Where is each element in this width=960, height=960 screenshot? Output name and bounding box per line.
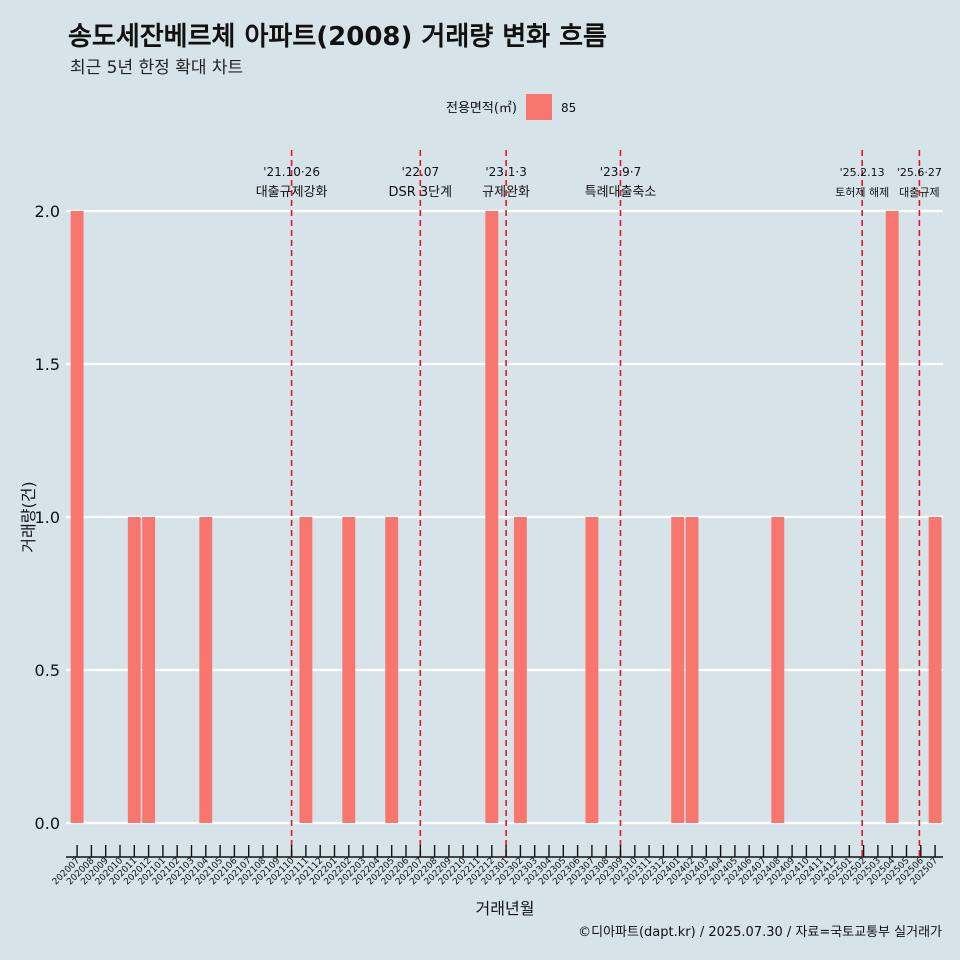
x-axis: 2020072020082020092020102020112020122021… [51, 845, 943, 887]
y-tick-label: 0.5 [35, 661, 60, 680]
bar [385, 517, 399, 823]
event-date: '25.2.13 [840, 166, 885, 179]
bar [513, 517, 527, 823]
legend-swatch [526, 94, 552, 120]
event-annotations: '21.10·26 대출규제강화 '22.07 DSR 3단계 '23.1·3 규제완화 '… [256, 150, 942, 857]
y-tick-label: 1.0 [35, 508, 60, 527]
bar [671, 517, 685, 823]
caption: ©디아파트(dapt.kr) / 2025.07.30 / 자료=국토교통부 실… [578, 925, 942, 940]
event-date: '23.9·7 [600, 165, 641, 179]
gridlines [66, 209, 943, 825]
bar [585, 517, 599, 823]
y-axis-ticks: 0.0 0.5 1.0 1.5 2.0 [35, 202, 60, 833]
bar [928, 517, 942, 823]
legend: 전용면적(㎡) 85 [446, 94, 576, 120]
legend-title: 전용면적(㎡) [446, 101, 517, 116]
bar [342, 517, 356, 823]
bar [70, 211, 84, 823]
bar [142, 517, 156, 823]
bar [485, 211, 499, 823]
event-date: '23.1·3 [485, 165, 526, 179]
event-label: 규제완화 [482, 185, 530, 200]
bar [771, 517, 785, 823]
event-date: '21.10·26 [263, 165, 320, 179]
bar [885, 211, 899, 823]
y-tick-label: 0.0 [35, 814, 60, 833]
event-label: 대출규제 [899, 186, 939, 199]
y-axis-label: 거래량(건) [19, 481, 38, 552]
chart-subtitle: 최근 5년 한정 확대 차트 [70, 58, 244, 78]
chart-title: 송도세잔베르체 아파트(2008) 거래량 변화 흐름 [68, 22, 607, 52]
legend-entry-label: 85 [561, 101, 576, 115]
y-tick-label: 1.5 [35, 355, 60, 374]
event-label: 대출규제강화 [256, 185, 328, 200]
event-label: 특례대출축소 [585, 185, 657, 200]
bar [685, 517, 699, 823]
event-date: '25.6·27 [897, 166, 942, 179]
bars [70, 211, 942, 823]
y-tick-label: 2.0 [35, 202, 60, 221]
event-date: '22.07 [401, 165, 439, 179]
event-label: DSR 3단계 [388, 185, 452, 200]
bar [127, 517, 141, 823]
bar [299, 517, 313, 823]
x-axis-label: 거래년월 [476, 899, 535, 918]
event-label: 토허제 해제 [835, 185, 889, 199]
bar [199, 517, 213, 823]
